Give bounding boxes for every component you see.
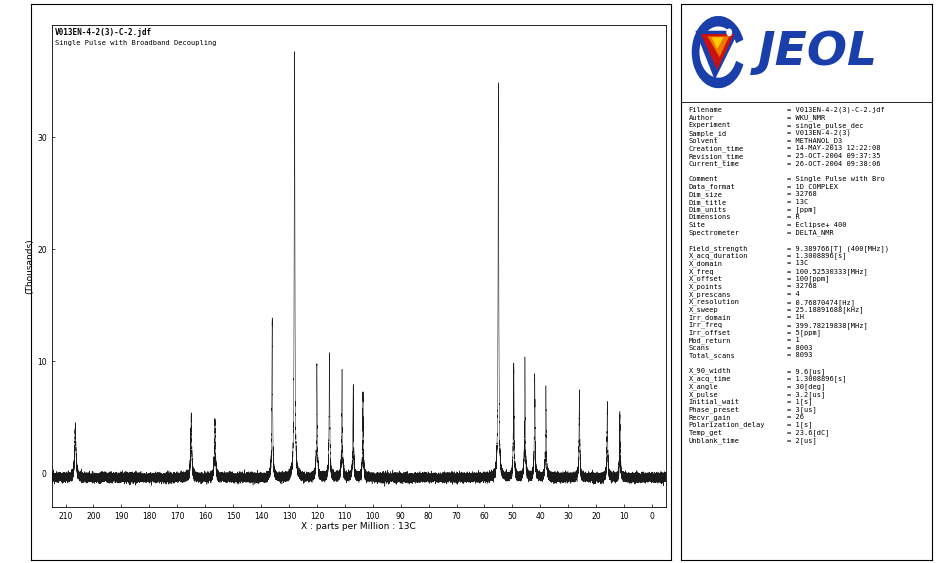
Text: = METHANOL_D3: = METHANOL_D3	[787, 137, 841, 144]
Text: = 100[ppm]: = 100[ppm]	[787, 276, 829, 283]
Text: Phase_preset: Phase_preset	[688, 406, 739, 413]
Text: Scans: Scans	[688, 345, 710, 351]
Text: = V013EN-4-2(3)-C-2.jdf: = V013EN-4-2(3)-C-2.jdf	[787, 107, 885, 113]
Text: = 9.389766[T] (400[MHz]): = 9.389766[T] (400[MHz])	[787, 245, 888, 252]
Text: = 13C: = 13C	[787, 260, 808, 266]
Text: X_acq_time: X_acq_time	[688, 376, 731, 382]
Text: X_acq_duration: X_acq_duration	[688, 253, 748, 260]
Text: = 9.6[us]: = 9.6[us]	[787, 368, 825, 374]
Text: = 399.78219838[MHz]: = 399.78219838[MHz]	[787, 322, 868, 329]
Polygon shape	[701, 34, 734, 70]
Text: = 8093: = 8093	[787, 352, 812, 359]
Text: = 26: = 26	[787, 414, 804, 420]
Text: = 26-OCT-2004 09:38:06: = 26-OCT-2004 09:38:06	[787, 160, 880, 167]
Text: = R: = R	[787, 215, 799, 220]
Text: = 25.18891688[kHz]: = 25.18891688[kHz]	[787, 306, 863, 313]
Text: Comment: Comment	[688, 176, 719, 182]
Wedge shape	[691, 16, 743, 88]
Text: X_sweep: X_sweep	[688, 306, 719, 313]
Text: Revision_time: Revision_time	[688, 153, 744, 159]
Text: = 8003: = 8003	[787, 345, 812, 351]
Polygon shape	[695, 31, 739, 80]
Text: = 32768: = 32768	[787, 191, 816, 197]
Text: = 1D COMPLEX: = 1D COMPLEX	[787, 184, 838, 190]
Text: Total_scans: Total_scans	[688, 352, 735, 359]
Text: Site: Site	[688, 222, 705, 228]
Text: Experiment: Experiment	[688, 122, 731, 128]
Text: = V013EN-4-2(3): = V013EN-4-2(3)	[787, 130, 851, 136]
Text: Unblank_time: Unblank_time	[688, 437, 739, 444]
Text: = WKU_NMR: = WKU_NMR	[787, 114, 825, 121]
Text: = single_pulse_dec: = single_pulse_dec	[787, 122, 863, 129]
Text: Field_strength: Field_strength	[688, 245, 748, 252]
Text: = 0.76870474[Hz]: = 0.76870474[Hz]	[787, 299, 855, 306]
Text: Dim_size: Dim_size	[688, 191, 722, 198]
Text: = 1[s]: = 1[s]	[787, 399, 812, 405]
Text: = 1H: = 1H	[787, 314, 804, 320]
Text: = Single Pulse with Bro: = Single Pulse with Bro	[787, 176, 885, 182]
Y-axis label: (Thousands): (Thousands)	[25, 238, 34, 294]
Text: Irr_freq: Irr_freq	[688, 322, 722, 328]
Text: V013EN-4-2(3)-C-2.jdf: V013EN-4-2(3)-C-2.jdf	[54, 28, 152, 37]
Text: Recvr_gain: Recvr_gain	[688, 414, 731, 421]
Text: Single Pulse with Broadband Decoupling: Single Pulse with Broadband Decoupling	[54, 40, 216, 46]
Text: X_resolution: X_resolution	[688, 299, 739, 305]
Text: Author: Author	[688, 114, 714, 120]
Text: Current_time: Current_time	[688, 160, 739, 167]
Text: Initial_wait: Initial_wait	[688, 399, 739, 405]
Text: = 3[us]: = 3[us]	[787, 406, 816, 413]
Text: = 1.3008896[s]: = 1.3008896[s]	[787, 253, 846, 260]
Text: X_freq: X_freq	[688, 268, 714, 275]
Text: X_angle: X_angle	[688, 383, 719, 390]
Text: Dimensions: Dimensions	[688, 215, 731, 220]
Text: = 3.2[us]: = 3.2[us]	[787, 391, 825, 397]
Text: = 30[deg]: = 30[deg]	[787, 383, 825, 390]
Text: X_prescans: X_prescans	[688, 291, 731, 298]
Text: JEOL: JEOL	[758, 30, 878, 74]
Text: = 1[s]: = 1[s]	[787, 422, 812, 428]
Text: Dim_title: Dim_title	[688, 199, 727, 205]
Polygon shape	[707, 37, 729, 57]
Text: = 32768: = 32768	[787, 283, 816, 289]
Text: X_90_width: X_90_width	[688, 368, 731, 374]
Text: = 14-MAY-2013 12:22:08: = 14-MAY-2013 12:22:08	[787, 145, 880, 151]
Text: = 1.3008896[s]: = 1.3008896[s]	[787, 376, 846, 382]
Text: = Eclipse+ 400: = Eclipse+ 400	[787, 222, 846, 228]
Text: Polarization_delay: Polarization_delay	[688, 422, 765, 428]
X-axis label: X : parts per Million : 13C: X : parts per Million : 13C	[301, 522, 416, 531]
Text: Sample_id: Sample_id	[688, 130, 727, 136]
Text: Solvent: Solvent	[688, 137, 719, 144]
Text: Mod_return: Mod_return	[688, 337, 731, 344]
Text: Irr_offset: Irr_offset	[688, 329, 731, 336]
Circle shape	[726, 28, 733, 37]
Text: Irr_domain: Irr_domain	[688, 314, 731, 321]
Text: X_offset: X_offset	[688, 276, 722, 283]
Text: = DELTA_NMR: = DELTA_NMR	[787, 230, 833, 236]
Text: X_pulse: X_pulse	[688, 391, 719, 397]
Text: = 5[ppm]: = 5[ppm]	[787, 329, 821, 336]
Text: Filename: Filename	[688, 107, 722, 113]
Text: X_points: X_points	[688, 283, 722, 290]
Text: = [ppm]: = [ppm]	[787, 207, 816, 213]
Text: Creation_time: Creation_time	[688, 145, 744, 152]
Text: = 100.52530333[MHz]: = 100.52530333[MHz]	[787, 268, 868, 275]
Text: = 23.6[dC]: = 23.6[dC]	[787, 429, 829, 436]
Text: Data_format: Data_format	[688, 184, 735, 190]
Text: Temp_get: Temp_get	[688, 429, 722, 436]
Text: = 1: = 1	[787, 337, 799, 343]
Text: Dim_units: Dim_units	[688, 207, 727, 213]
Text: = 13C: = 13C	[787, 199, 808, 205]
Text: Spectrometer: Spectrometer	[688, 230, 739, 236]
Polygon shape	[712, 37, 724, 49]
Text: = 2[us]: = 2[us]	[787, 437, 816, 444]
Text: X_domain: X_domain	[688, 260, 722, 267]
Text: = 25-OCT-2004 09:37:35: = 25-OCT-2004 09:37:35	[787, 153, 880, 159]
Text: = 4: = 4	[787, 291, 799, 297]
